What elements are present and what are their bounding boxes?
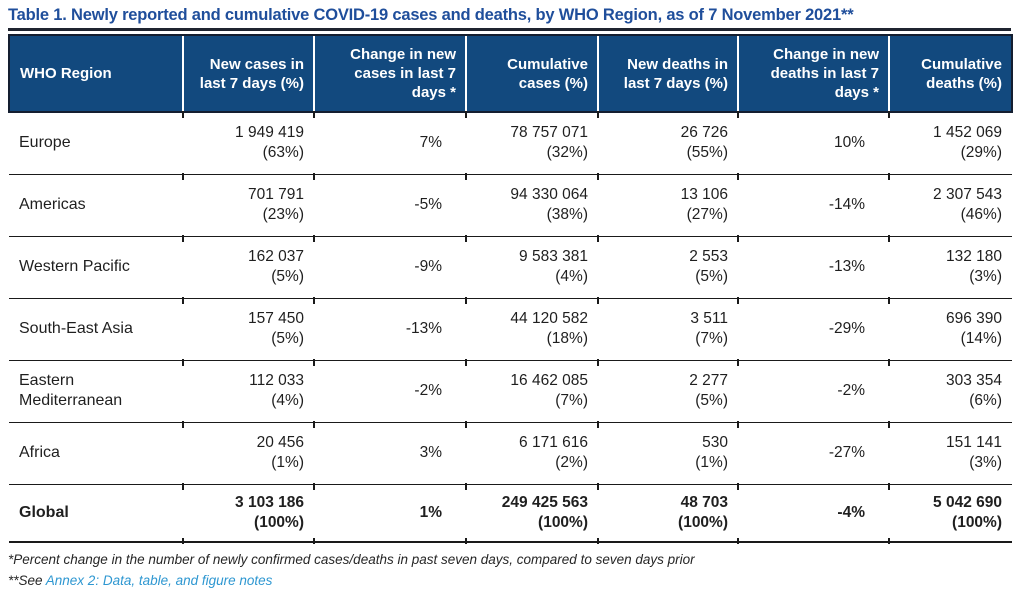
column-header-cumulative-deaths: Cumulative deaths (%) [888,34,1013,113]
cell-cumulative-cases: 16 462 085 (7%) [465,359,598,422]
cell-region: Western Pacific [9,235,183,298]
cell-cumulative-deaths: 696 390 (14%) [888,297,1012,360]
cell-region: Global [9,483,183,543]
column-header-cumulative-cases: Cumulative cases (%) [465,34,598,113]
cell-region: Africa [9,421,183,484]
annex-2-link[interactable]: Annex 2: Data, table, and figure notes [45,573,273,588]
cell-cumulative-deaths: 2 307 543 (46%) [888,173,1012,236]
cell-cumulative-deaths: 303 354 (6%) [888,359,1012,422]
cell-region: Americas [9,173,183,236]
footnote-percent-change: *Percent change in the number of newly c… [8,552,695,567]
cell-change-deaths: -4% [737,483,889,545]
cell-new-deaths: 48 703 (100%) [597,483,738,545]
column-header-new-cases: New cases in last 7 days (%) [182,34,314,113]
cell-change-deaths: 10% [737,111,889,174]
table-header: WHO Region New cases in last 7 days (%) Ch… [8,34,1013,113]
cell-cumulative-deaths: 132 180 (3%) [888,235,1012,298]
cell-change-cases: -5% [313,173,466,236]
cell-cumulative-cases: 249 425 563 (100%) [465,483,598,545]
cell-change-deaths: -29% [737,297,889,360]
cell-region: South-East Asia [9,297,183,360]
table-title: Table 1. Newly reported and cumulative C… [8,6,854,24]
cell-change-deaths: -2% [737,359,889,422]
cell-new-cases: 3 103 186 (100%) [182,483,314,545]
column-header-region: WHO Region [8,34,183,113]
cell-new-cases: 701 791 (23%) [182,173,314,236]
cell-new-deaths: 530 (1%) [597,421,738,484]
cell-cumulative-cases: 6 171 616 (2%) [465,421,598,484]
cell-cumulative-deaths: 1 452 069 (29%) [888,111,1012,174]
table-body: Europe 1 949 419 (63%) 7% 78 757 071 (32%) 26 … [9,111,1012,545]
cell-new-cases: 20 456 (1%) [182,421,314,484]
table-row-europe: Europe 1 949 419 (63%) 7% 78 757 071 (32%) 26 … [9,111,1012,174]
cell-cumulative-deaths: 151 141 (3%) [888,421,1012,484]
table-row-global: Global 3 103 186 (100%) 1% 249 425 563 (100%)… [9,483,1012,545]
column-header-new-deaths: New deaths in last 7 days (%) [597,34,738,113]
column-header-change-cases: Change in new cases in last 7 days * [313,34,466,113]
column-header-change-deaths: Change in new deaths in last 7 days * [737,34,889,113]
cell-change-cases: 1% [313,483,466,545]
cell-new-deaths: 26 726 (55%) [597,111,738,174]
header-row: WHO Region New cases in last 7 days (%) Ch… [8,34,1013,113]
cell-new-cases: 1 949 419 (63%) [182,111,314,174]
cell-change-cases: -2% [313,359,466,422]
cell-change-deaths: -14% [737,173,889,236]
cell-new-cases: 157 450 (5%) [182,297,314,360]
cell-change-cases: 7% [313,111,466,174]
footnote-annex: **See Annex 2: Data, table, and figure n… [8,570,1016,591]
footnote-annex-prefix: **See [8,573,46,588]
table-row-americas: Americas 701 791 (23%) -5% 94 330 064 (38%) 13… [9,173,1012,236]
cell-new-deaths: 3 511 (7%) [597,297,738,360]
cell-new-cases: 162 037 (5%) [182,235,314,298]
cell-cumulative-cases: 44 120 582 (18%) [465,297,598,360]
cell-region: Eastern Mediterranean [9,359,183,422]
cell-cumulative-deaths: 5 042 690 (100%) [888,483,1012,545]
cell-change-cases: -13% [313,297,466,360]
table-row-eastern-mediterranean: Eastern Mediterranean 112 033 (4%) -2% 16 46… [9,359,1012,422]
table-row-western-pacific: Western Pacific 162 037 (5%) -9% 9 583 381 (4… [9,235,1012,298]
cell-change-deaths: -13% [737,235,889,298]
title-underline [8,28,1011,31]
cell-cumulative-cases: 94 330 064 (38%) [465,173,598,236]
cell-cumulative-cases: 78 757 071 (32%) [465,111,598,174]
cell-change-cases: -9% [313,235,466,298]
footnotes: *Percent change in the number of newly c… [8,549,1016,591]
cell-change-deaths: -27% [737,421,889,484]
cell-region: Europe [9,111,183,174]
table-row-africa: Africa 20 456 (1%) 3% 6 171 616 (2%) 530 (1%) -2… [9,421,1012,484]
cell-change-cases: 3% [313,421,466,484]
table-row-south-east-asia: South-East Asia 157 450 (5%) -13% 44 120 582… [9,297,1012,360]
cell-new-deaths: 13 106 (27%) [597,173,738,236]
cell-new-deaths: 2 277 (5%) [597,359,738,422]
cell-new-cases: 112 033 (4%) [182,359,314,422]
cell-new-deaths: 2 553 (5%) [597,235,738,298]
cell-cumulative-cases: 9 583 381 (4%) [465,235,598,298]
covid-region-table: WHO Region New cases in last 7 days (%) Ch… [8,34,1013,545]
